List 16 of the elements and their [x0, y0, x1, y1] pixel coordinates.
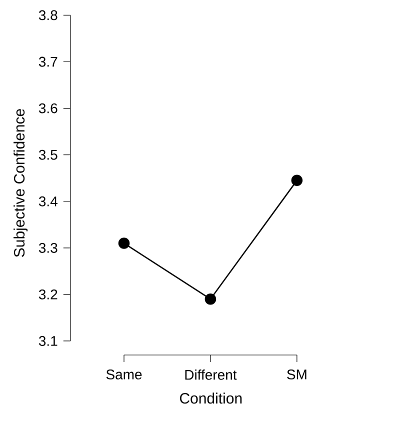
x-tick-label: Different [185, 370, 237, 380]
y-tick-label: 3.4 [38, 196, 58, 206]
y-tick-label: 3.7 [38, 56, 58, 67]
x-tick-label: SM [287, 370, 306, 380]
point [291, 174, 303, 186]
y-tick-label: 3.8 [38, 10, 58, 20]
y-tick-label: 3.2 [38, 289, 58, 300]
x-tick-label: Same [106, 370, 142, 380]
y-tick-label: 3.3 [38, 242, 58, 253]
x-axis-title: Condition [180, 392, 242, 404]
y-tick-label: 3.1 [38, 336, 58, 346]
y-axis-title: Subjective Confidence [14, 109, 28, 257]
point [118, 238, 130, 249]
y-tick-label: 3.6 [38, 103, 58, 114]
point [204, 293, 216, 305]
y-tick-label: 3.5 [38, 150, 58, 160]
